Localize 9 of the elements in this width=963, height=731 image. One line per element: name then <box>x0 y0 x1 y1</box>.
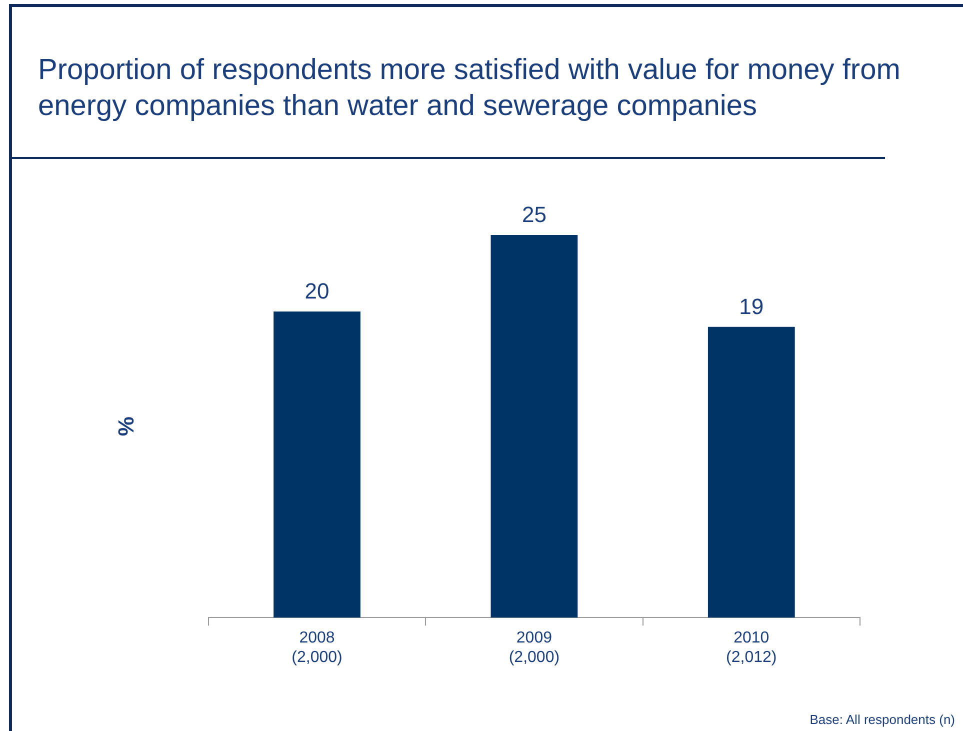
data-label: 20 <box>304 278 330 304</box>
text: Base: All respondents (n) <box>810 712 955 727</box>
y-axis-title: % <box>113 416 138 436</box>
x-tick-label: 2008 (2,000) <box>292 630 342 666</box>
chart-title: Proportion of respondents more satisfied with value for money from energy companies than water and sewerage companies <box>38 53 902 124</box>
x-tick-label: 2009 (2,000) <box>508 630 560 666</box>
data-label: 25 <box>522 202 546 228</box>
data-label: 19 <box>739 294 764 319</box>
x-tick-label: 2010 (2,012) <box>726 630 777 666</box>
